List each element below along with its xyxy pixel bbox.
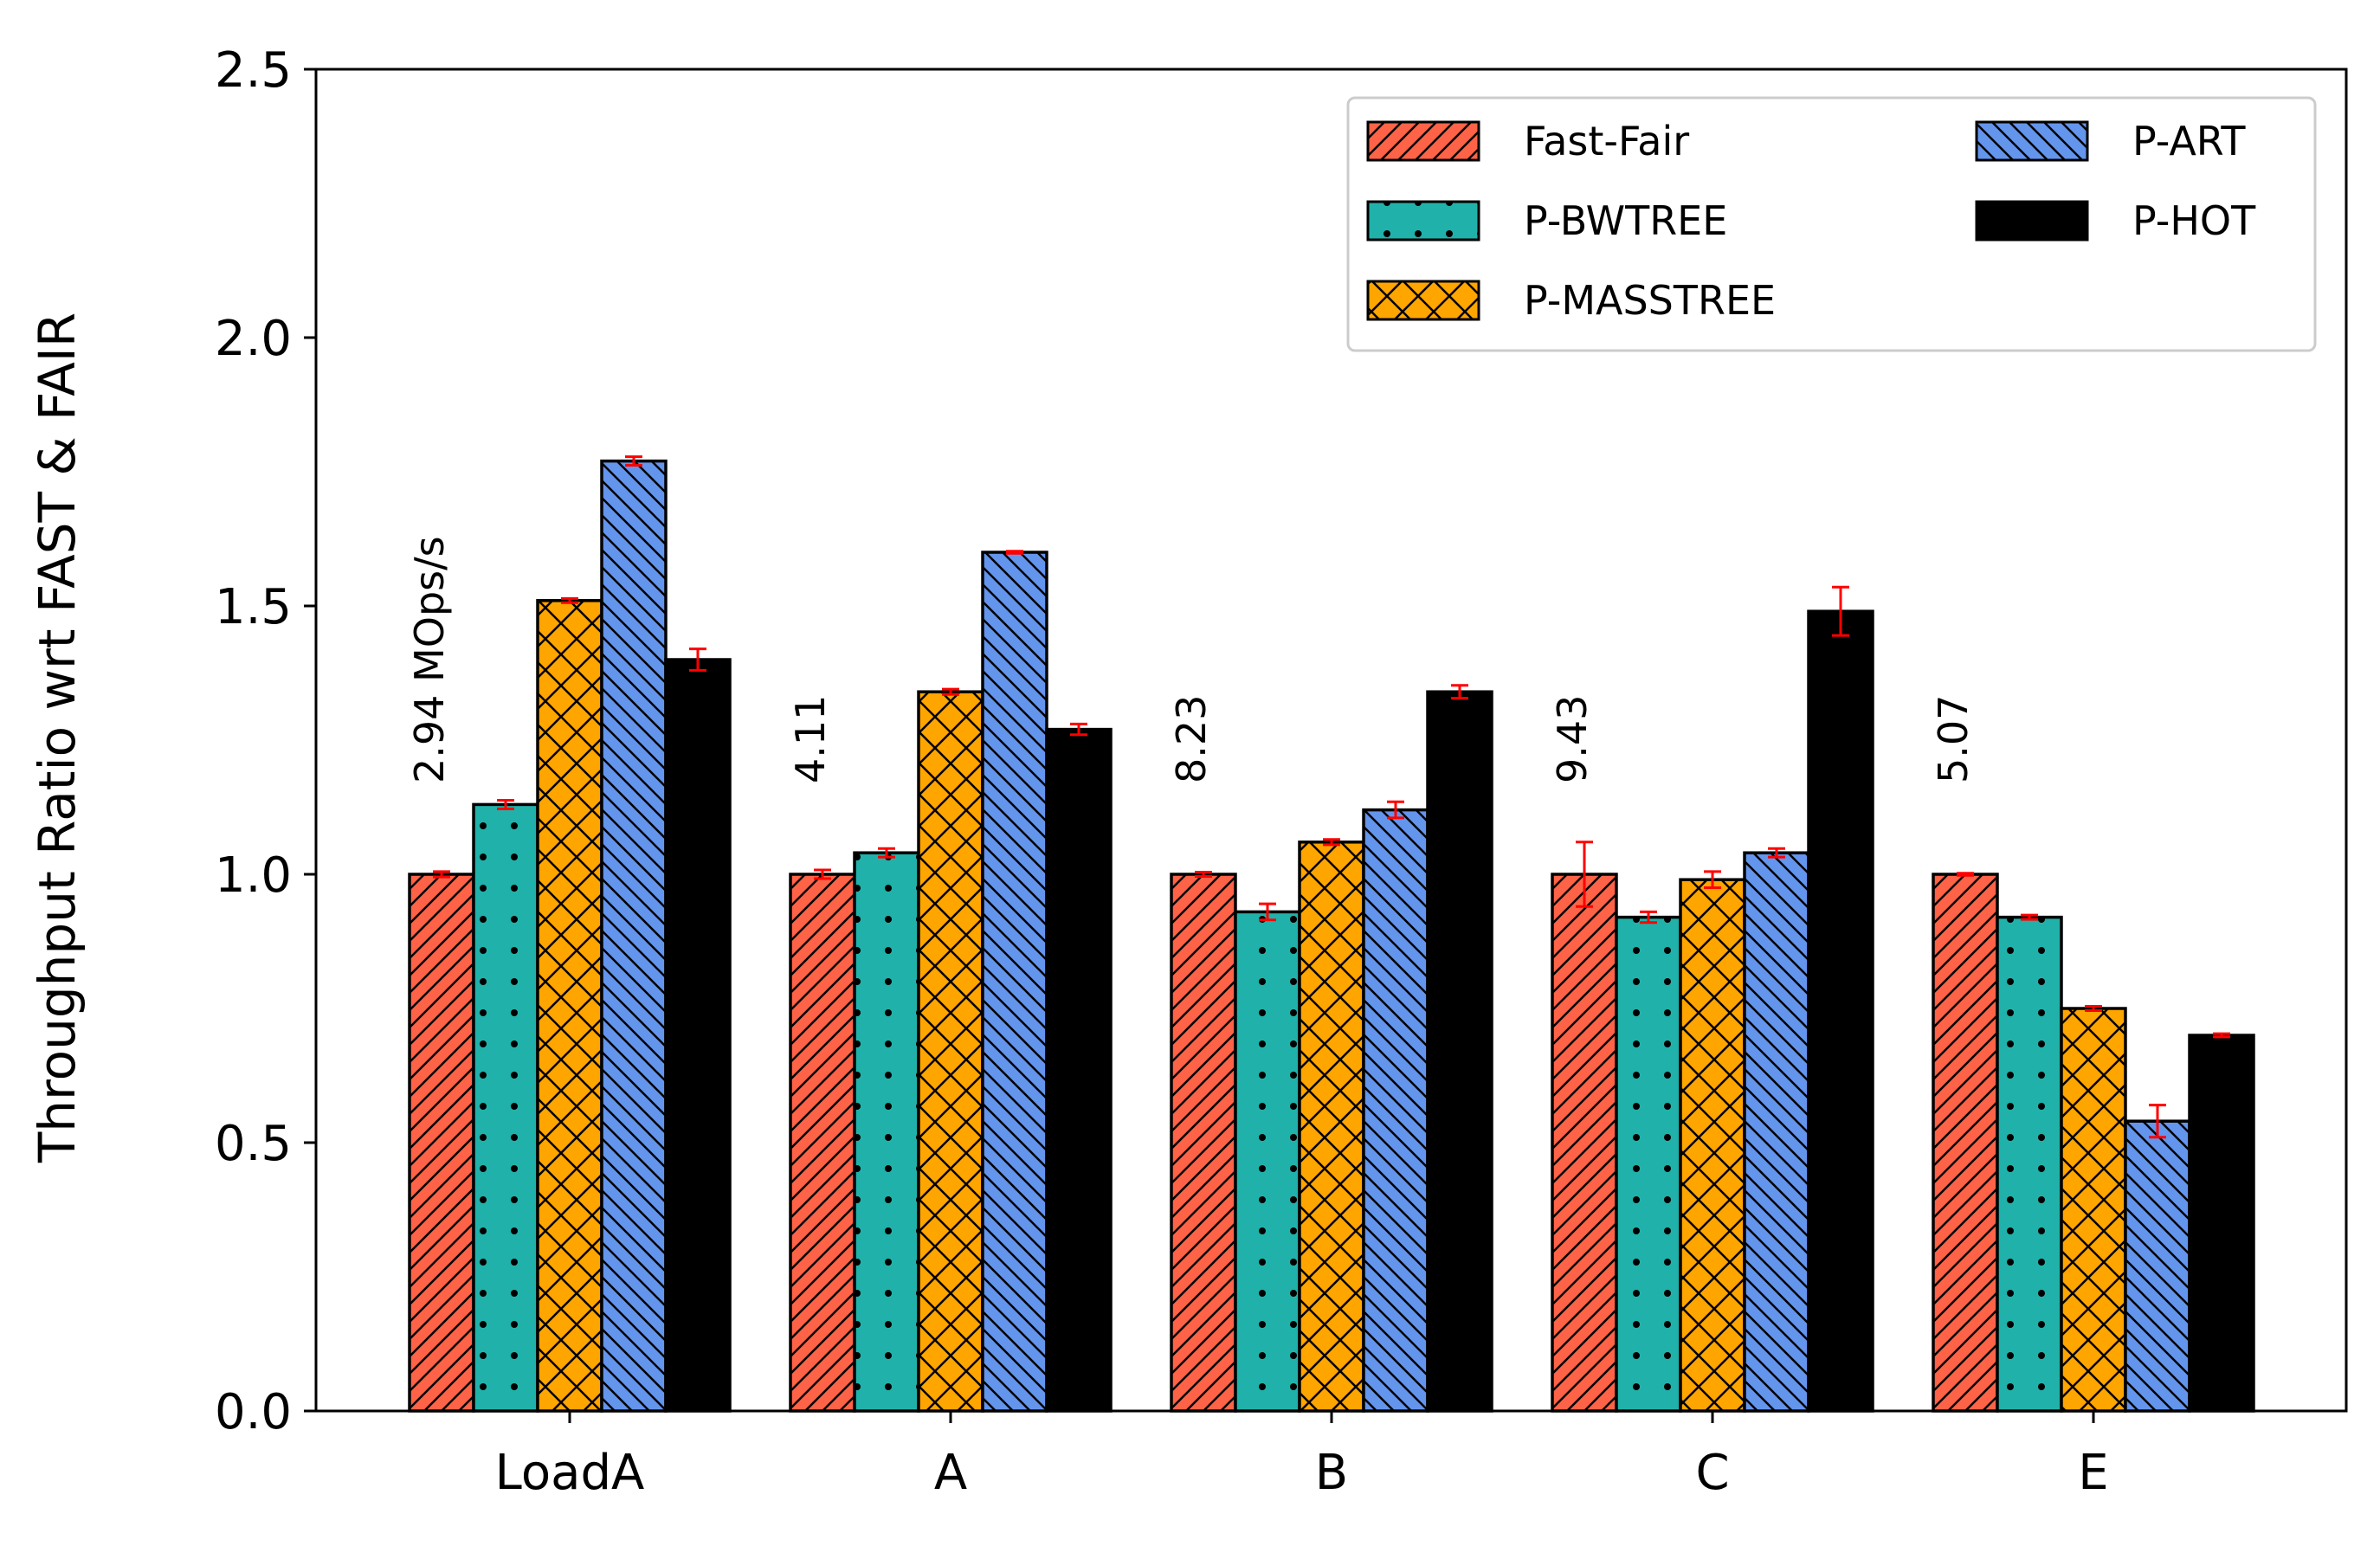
- legend-item-p-bwtree: P-BWTREE: [1366, 197, 1727, 244]
- bar-p-art-e: [2124, 1119, 2191, 1413]
- error-bar: [1704, 870, 1721, 889]
- error-bar: [689, 647, 706, 672]
- x-tick-label: LoadA: [495, 1445, 645, 1501]
- bar-p-art-c: [1743, 851, 1810, 1413]
- bar-fast-fair-b: [1170, 873, 1237, 1413]
- error-bar: [2085, 1005, 2102, 1012]
- throughput-annotation: 5.07: [1930, 695, 1977, 783]
- annotations-group: 2.94 MOps/s 4.11 8.23 9.43 5.07: [406, 536, 1977, 783]
- legend-label: P-MASSTREE: [1524, 277, 1776, 324]
- error-bar: [2021, 913, 2038, 921]
- bar-p-art-a: [981, 551, 1048, 1413]
- bar-p-bwtree-e: [1996, 915, 2063, 1413]
- bar-p-hot-e: [2188, 1034, 2255, 1413]
- x-tick-label: C: [1695, 1445, 1729, 1501]
- error-bar: [814, 868, 831, 880]
- legend-label: P-ART: [2132, 118, 2246, 164]
- y-tick-label: 1.0: [215, 847, 292, 904]
- error-bar: [433, 870, 450, 879]
- legend-label: P-BWTREE: [1524, 197, 1727, 244]
- bar-p-hot-loada: [664, 658, 732, 1413]
- error-bars-group: [433, 455, 2230, 1139]
- bar-p-art-loada: [600, 459, 668, 1413]
- error-bar: [1323, 838, 1340, 847]
- error-bar: [625, 455, 642, 467]
- legend: Fast-Fair P-BWTREE P-MASSTREE P-ART P-HOT: [1346, 96, 2317, 352]
- error-bar: [942, 687, 959, 696]
- x-tick-label: B: [1315, 1445, 1348, 1501]
- error-bar: [1387, 800, 1404, 820]
- y-tick-label: 0.5: [215, 1116, 292, 1172]
- legend-item-p-hot: P-HOT: [1975, 197, 2256, 244]
- error-bar: [497, 798, 514, 810]
- error-bar: [1195, 871, 1212, 878]
- bar-fast-fair-e: [1932, 873, 1999, 1413]
- bars-group: [408, 459, 2255, 1413]
- bar-p-hot-a: [1045, 727, 1113, 1413]
- bar-p-masstree-loada: [536, 599, 603, 1413]
- plot-frame: [314, 68, 2348, 1413]
- error-bar: [1070, 722, 1087, 737]
- bar-p-masstree-c: [1679, 878, 1746, 1413]
- error-bar: [1832, 585, 1849, 637]
- bar-p-bwtree-b: [1234, 910, 1301, 1413]
- legend-item-p-masstree: P-MASSTREE: [1366, 277, 1776, 324]
- error-bar: [1957, 872, 1974, 877]
- legend-label: Fast-Fair: [1524, 118, 1689, 164]
- y-tick-label: 0.0: [215, 1384, 292, 1440]
- x-tick-label: A: [934, 1445, 967, 1501]
- axes-group: LoadA A B C E 0.0 0.5 1.0 1.5 2.0 2.5: [215, 42, 2348, 1501]
- bar-p-hot-c: [1807, 609, 1874, 1413]
- bar-fast-fair-a: [789, 873, 856, 1413]
- error-bar: [1451, 684, 1468, 700]
- y-axis-title: Throughput Ratio wrt FAST & FAIR: [28, 312, 87, 1163]
- y-tick-label: 2.5: [215, 42, 292, 99]
- throughput-annotation: 8.23: [1168, 695, 1215, 783]
- throughput-annotation: 2.94 MOps/s: [406, 536, 453, 783]
- error-bar: [2149, 1104, 2166, 1139]
- error-bar: [1576, 841, 1593, 908]
- bar-p-bwtree-a: [853, 851, 920, 1413]
- error-bar: [2213, 1032, 2230, 1039]
- bar-p-masstree-b: [1298, 841, 1365, 1413]
- legend-item-fast-fair: Fast-Fair: [1366, 118, 1689, 164]
- bar-fast-fair-loada: [408, 873, 475, 1413]
- y-tick-label: 2.0: [215, 311, 292, 367]
- bar-p-hot-b: [1426, 690, 1493, 1413]
- throughput-annotation: 9.43: [1549, 695, 1596, 783]
- bar-p-masstree-e: [2060, 1007, 2127, 1413]
- error-bar: [1006, 550, 1023, 555]
- error-bar: [878, 847, 895, 859]
- x-tick-label: E: [2078, 1445, 2108, 1501]
- bar-fast-fair-c: [1551, 873, 1618, 1413]
- error-bar: [1259, 902, 1276, 922]
- error-bar: [1640, 910, 1657, 924]
- legend-item-p-art: P-ART: [1975, 118, 2246, 164]
- bar-p-masstree-a: [917, 690, 984, 1413]
- bar-p-art-b: [1362, 808, 1429, 1413]
- bar-p-bwtree-c: [1615, 915, 1682, 1413]
- y-tick-label: 1.5: [215, 579, 292, 635]
- legend-label: P-HOT: [2132, 197, 2256, 244]
- error-bar: [561, 596, 578, 604]
- throughput-annotation: 4.11: [787, 695, 834, 783]
- error-bar: [1768, 847, 1785, 859]
- bar-p-bwtree-loada: [472, 802, 539, 1413]
